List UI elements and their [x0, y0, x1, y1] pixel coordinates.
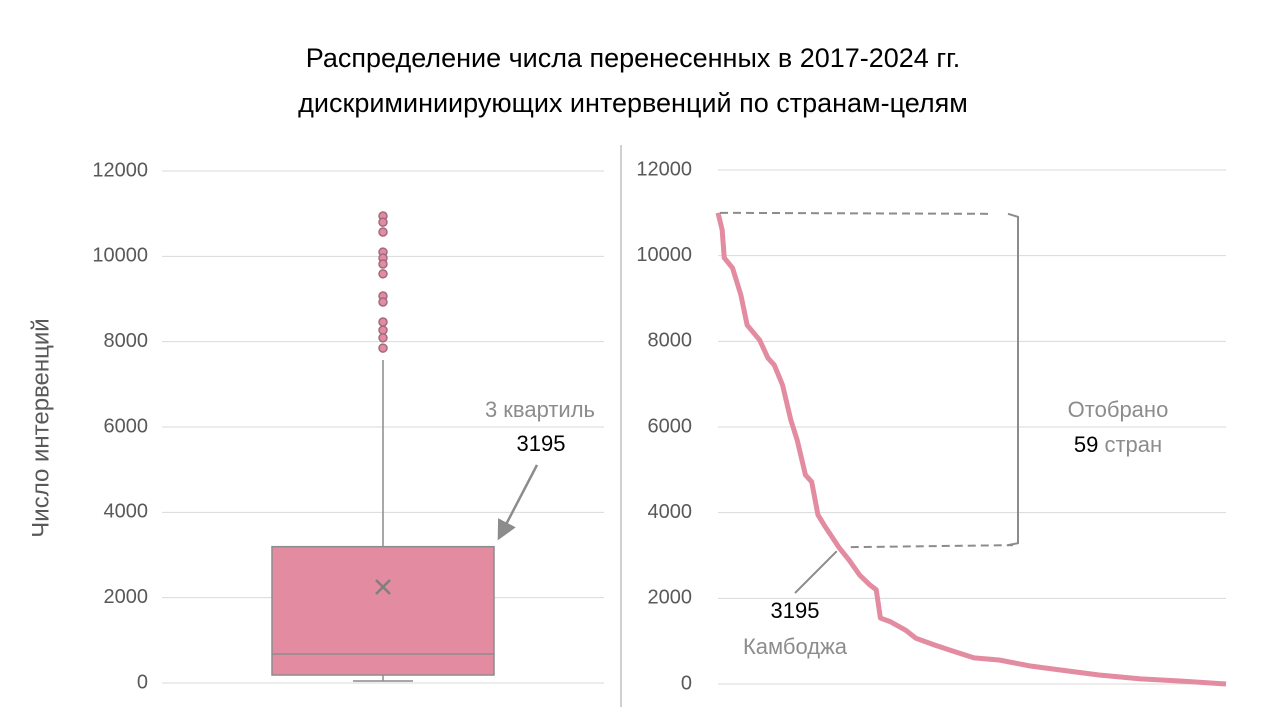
outlier: [378, 333, 388, 343]
mean: [375, 579, 391, 595]
bracket-dash: [850, 544, 1014, 549]
y-tick-label: 2000: [104, 586, 149, 608]
outlier: [378, 217, 388, 227]
annotation-value: 3195: [517, 431, 566, 456]
highlight-value: 3195: [771, 598, 820, 623]
outlier: [378, 297, 388, 307]
outlier: [378, 227, 388, 237]
y-tick-label: 10000: [636, 244, 692, 266]
bracket-dash: [719, 211, 991, 215]
annotation: 3 квартиль: [485, 397, 595, 422]
y-tick-label: 0: [681, 672, 692, 694]
highlight-label: Камбоджа: [743, 634, 848, 659]
y-tick-label: 4000: [648, 501, 693, 523]
box: [271, 545, 495, 676]
annotation-value: 59: [1074, 432, 1098, 457]
y-tick-label: 6000: [648, 415, 693, 437]
chart-title: дискриминиирующих интервенций по странам…: [298, 88, 968, 118]
y-tick-label: 2000: [648, 587, 693, 609]
y-tick-label: 12000: [92, 159, 148, 181]
y-tick-label: 0: [137, 671, 148, 693]
outlier: [378, 343, 388, 353]
y-tick-label: 4000: [104, 501, 149, 523]
annotation-text: стран: [1104, 432, 1162, 457]
annotation: 59 стран: [1074, 432, 1162, 457]
y-axis-label: Число интервенций: [27, 318, 54, 537]
outlier: [378, 259, 388, 269]
outlier: [378, 317, 388, 327]
bracket: [1007, 212, 1019, 547]
outlier: [378, 325, 388, 335]
y-tick-label: 6000: [104, 415, 149, 437]
line: [715, 212, 1227, 687]
chart-title: Распределение числа перенесенных в 2017-…: [306, 43, 960, 73]
y-tick-label: 8000: [104, 330, 149, 352]
y-tick-label: 10000: [92, 245, 148, 267]
y-tick-label: 8000: [648, 330, 693, 352]
outlier: [378, 269, 388, 279]
arrow: [497, 464, 539, 541]
annotation: Отобрано: [1068, 397, 1169, 422]
y-tick-label: 12000: [636, 158, 692, 180]
leader: [794, 550, 838, 594]
